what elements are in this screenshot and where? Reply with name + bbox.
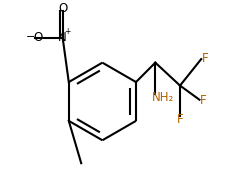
Text: −: − bbox=[26, 32, 36, 42]
Text: F: F bbox=[200, 94, 207, 107]
Text: +: + bbox=[65, 27, 71, 36]
Text: O: O bbox=[33, 31, 42, 45]
Text: N: N bbox=[58, 31, 67, 45]
Text: O: O bbox=[58, 2, 67, 15]
Text: F: F bbox=[202, 52, 208, 65]
Text: F: F bbox=[177, 114, 183, 126]
Text: NH₂: NH₂ bbox=[152, 91, 174, 105]
